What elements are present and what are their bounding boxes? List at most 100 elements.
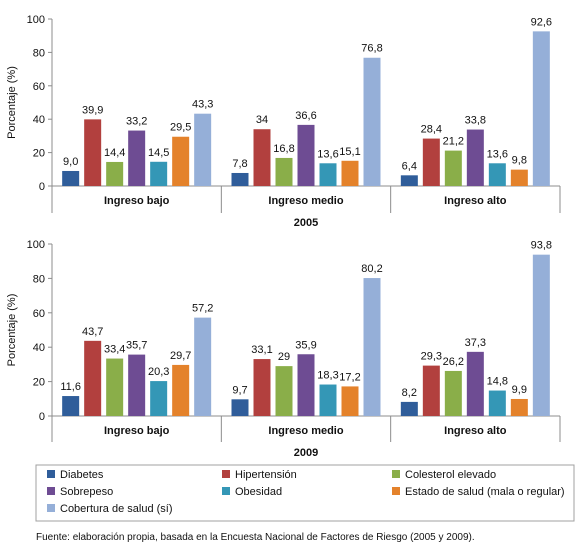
data-label: 29,7 — [170, 350, 191, 362]
legend-swatch — [392, 470, 400, 478]
data-label: 35,7 — [126, 340, 147, 352]
bar — [532, 254, 550, 416]
data-label: 43,3 — [192, 99, 213, 111]
y-axis-label: Porcentaje (%) — [6, 66, 18, 139]
y-tick-label: 20 — [33, 377, 45, 389]
bar — [341, 386, 359, 416]
bar — [106, 358, 124, 416]
bar — [172, 136, 190, 186]
legend-swatch — [47, 487, 55, 495]
legend-swatch — [47, 470, 55, 478]
y-tick-label: 40 — [33, 114, 45, 126]
data-label: 76,8 — [361, 43, 382, 55]
data-label: 7,8 — [232, 158, 247, 170]
bar — [510, 398, 528, 416]
bar — [532, 31, 550, 186]
bar — [466, 351, 484, 416]
bar — [194, 317, 212, 416]
data-label: 29,5 — [170, 122, 191, 134]
data-label: 29 — [278, 351, 290, 363]
legend-swatch — [222, 487, 230, 495]
data-label: 93,8 — [531, 240, 552, 252]
data-label: 6,4 — [402, 160, 417, 172]
y-tick-label: 60 — [33, 308, 45, 320]
legend-label: Colesterol elevado — [405, 469, 496, 481]
data-label: 43,7 — [82, 326, 103, 338]
bar — [363, 278, 381, 416]
bar — [128, 354, 146, 416]
bar — [422, 365, 440, 416]
data-label: 18,3 — [317, 370, 338, 382]
y-tick-label: 100 — [27, 239, 45, 251]
category-label: Ingreso medio — [268, 425, 343, 437]
data-label: 15,1 — [339, 146, 360, 158]
data-label: 16,8 — [273, 143, 294, 155]
y-tick-label: 80 — [33, 47, 45, 59]
source-note: Fuente: elaboración propia, basada en la… — [36, 532, 475, 543]
data-label: 9,8 — [512, 155, 527, 167]
bar — [62, 396, 80, 416]
data-label: 26,2 — [443, 356, 464, 368]
data-label: 13,6 — [487, 148, 508, 160]
data-label: 9,9 — [512, 384, 527, 396]
data-label: 9,7 — [232, 384, 247, 396]
category-label: Ingreso bajo — [104, 425, 170, 437]
bar — [172, 364, 190, 416]
bar — [510, 169, 528, 186]
data-label: 33,4 — [104, 344, 125, 356]
data-label: 57,2 — [192, 303, 213, 315]
data-label: 37,3 — [465, 337, 486, 349]
y-tick-label: 60 — [33, 81, 45, 93]
legend-box — [35, 464, 575, 522]
y-tick-label: 100 — [27, 14, 45, 26]
y-tick-label: 0 — [39, 181, 45, 193]
y-tick-label: 80 — [33, 273, 45, 285]
bar — [488, 163, 506, 186]
legend-swatch — [222, 470, 230, 478]
bar — [341, 160, 359, 186]
bar — [363, 57, 381, 186]
y-tick-label: 40 — [33, 342, 45, 354]
bar — [297, 354, 315, 416]
bar — [231, 399, 249, 416]
data-label: 29,3 — [421, 351, 442, 363]
bar — [84, 340, 102, 416]
data-label: 14,4 — [104, 147, 125, 159]
bar — [444, 150, 462, 186]
category-label: Ingreso alto — [444, 195, 507, 207]
legend-label: Sobrepeso — [60, 486, 113, 498]
legend: Diabetes Hipertensión Colesterol elevado So… — [35, 464, 575, 522]
data-label: 34 — [256, 114, 268, 126]
data-label: 39,9 — [82, 104, 103, 116]
bar — [297, 124, 315, 186]
bar — [400, 401, 418, 416]
data-label: 33,2 — [126, 116, 147, 128]
bar — [488, 390, 506, 416]
bar — [150, 161, 168, 186]
bar — [150, 381, 168, 416]
bar — [231, 172, 249, 186]
y-tick-label: 0 — [39, 411, 45, 423]
data-label: 33,1 — [251, 344, 272, 356]
data-label: 14,8 — [487, 376, 508, 388]
data-label: 8,2 — [402, 387, 417, 399]
bar — [275, 157, 293, 186]
data-label: 28,4 — [421, 124, 442, 136]
legend-swatch — [47, 504, 55, 512]
legend-swatch — [392, 487, 400, 495]
year-label: 2009 — [294, 447, 318, 459]
bar — [444, 370, 462, 416]
legend-label: Estado de salud (mala o regular) — [405, 486, 565, 498]
data-label: 92,6 — [531, 16, 552, 28]
data-label: 9,0 — [63, 156, 78, 168]
bar — [319, 384, 337, 416]
legend-label: Obesidad — [235, 486, 282, 498]
bar — [106, 161, 124, 186]
data-label: 13,6 — [317, 148, 338, 160]
data-label: 33,8 — [465, 115, 486, 127]
bar — [400, 175, 418, 186]
data-label: 80,2 — [361, 263, 382, 275]
bar — [466, 129, 484, 186]
